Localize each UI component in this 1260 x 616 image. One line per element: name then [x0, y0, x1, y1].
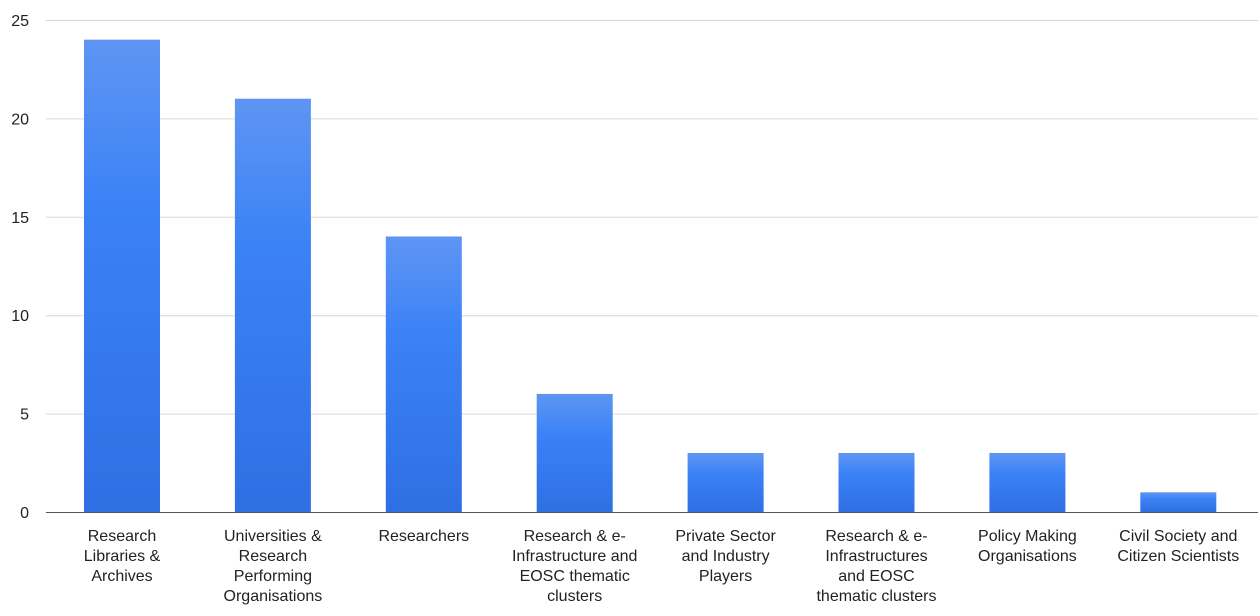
gridlines	[46, 20, 1258, 513]
x-tick-label-line: Research	[239, 548, 307, 565]
x-tick-label-line: Researchers	[378, 528, 469, 545]
x-tick-label-line: Civil Society and	[1119, 528, 1237, 545]
y-tick-label-10: 10	[11, 308, 29, 325]
x-tick-label-line: thematic clusters	[816, 588, 936, 605]
x-tick-label-line: Universities &	[224, 528, 322, 545]
x-axis-ticks: Research Libraries & Archives Universities …	[84, 528, 1239, 605]
bar-6	[989, 452, 1066, 512]
bar-5	[838, 452, 915, 512]
x-tick-label-line: and Industry	[682, 548, 770, 565]
x-tick-label-2: Researchers	[378, 528, 469, 545]
x-tick-label-line: Organisations	[224, 588, 323, 605]
x-tick-label-line: Archives	[91, 568, 152, 585]
x-tick-label-line: EOSC thematic	[520, 568, 630, 585]
y-tick-label-5: 5	[20, 407, 29, 424]
bar-3	[536, 393, 613, 512]
y-tick-label-15: 15	[11, 210, 29, 227]
x-tick-label-line: Organisations	[978, 548, 1077, 565]
x-tick-label-line: Research & e-	[524, 528, 626, 545]
bar-0	[84, 39, 160, 513]
bar-2	[385, 236, 462, 513]
x-tick-label-6: Policy Making Organisations	[978, 528, 1077, 565]
y-tick-label-20: 20	[11, 111, 29, 128]
x-tick-label-line: and EOSC	[838, 568, 914, 585]
x-tick-label-line: Research	[88, 528, 156, 545]
x-tick-label-line: Policy Making	[978, 528, 1077, 545]
x-tick-label-line: Citizen Scientists	[1117, 548, 1239, 565]
y-tick-label-25: 25	[11, 13, 29, 30]
x-tick-label-4: Private Sector and Industry Players	[675, 528, 776, 585]
x-tick-label-line: Research & e-	[825, 528, 927, 545]
bars	[84, 39, 1217, 513]
y-tick-label-0: 0	[20, 505, 29, 522]
x-tick-label-line: Players	[699, 568, 752, 585]
x-tick-label-5: Research & e- Infrastructures and EOSC them…	[816, 528, 936, 605]
x-tick-label-line: Infrastructure and	[512, 548, 637, 565]
x-tick-label-line: Libraries &	[84, 548, 161, 565]
x-tick-label-line: Private Sector	[675, 528, 776, 545]
bar-1	[234, 98, 311, 512]
x-tick-label-1: Universities & Research Performing Organisa…	[224, 528, 323, 605]
bar-7	[1140, 492, 1217, 512]
x-tick-label-7: Civil Society and Citizen Scientists	[1117, 528, 1239, 565]
x-tick-label-line: clusters	[547, 588, 602, 605]
bar-4	[687, 452, 764, 512]
x-tick-label-0: Research Libraries & Archives	[84, 528, 161, 585]
x-tick-label-line: Performing	[234, 568, 312, 585]
x-tick-label-3: Research & e- Infrastructure and EOSC them…	[512, 528, 637, 605]
x-tick-label-line: Infrastructures	[825, 548, 927, 565]
y-axis-ticks: 0 5 10 15 20 25	[11, 13, 29, 522]
